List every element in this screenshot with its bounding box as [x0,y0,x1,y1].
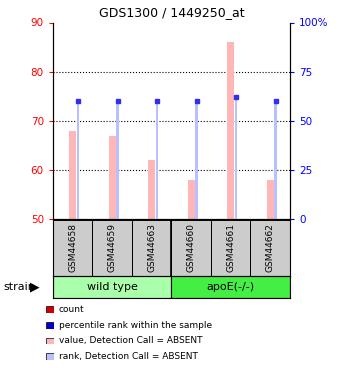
Bar [77,101,79,219]
Bar [267,180,274,219]
Bar [53,220,92,276]
Bar [235,98,237,219]
Text: GSM44661: GSM44661 [226,224,235,272]
Bar [211,220,250,276]
Text: GSM44662: GSM44662 [266,224,275,272]
Text: GSM44663: GSM44663 [147,224,156,272]
Bar [156,101,158,219]
Bar [53,276,171,298]
Bar [250,220,290,276]
Text: GSM44658: GSM44658 [68,224,77,272]
Bar [188,180,195,219]
Text: GSM44659: GSM44659 [108,224,117,272]
Text: ▶: ▶ [30,281,40,294]
Text: apoE(-/-): apoE(-/-) [207,282,255,292]
Bar [116,101,119,219]
Bar [132,220,171,276]
Bar [195,101,198,219]
Title: GDS1300 / 1449250_at: GDS1300 / 1449250_at [99,6,244,18]
Bar [227,42,234,219]
Bar [171,220,211,276]
Bar [69,131,76,219]
Text: wild type: wild type [87,282,137,292]
Text: strain: strain [3,282,35,292]
Bar [148,160,155,219]
Bar [92,220,132,276]
Bar [275,101,277,219]
Text: rank, Detection Call = ABSENT: rank, Detection Call = ABSENT [59,352,197,361]
Text: GSM44660: GSM44660 [187,224,196,272]
Text: count: count [59,305,84,314]
Text: value, Detection Call = ABSENT: value, Detection Call = ABSENT [59,336,202,345]
Bar [171,276,290,298]
Bar [108,136,116,219]
Text: percentile rank within the sample: percentile rank within the sample [59,321,212,330]
